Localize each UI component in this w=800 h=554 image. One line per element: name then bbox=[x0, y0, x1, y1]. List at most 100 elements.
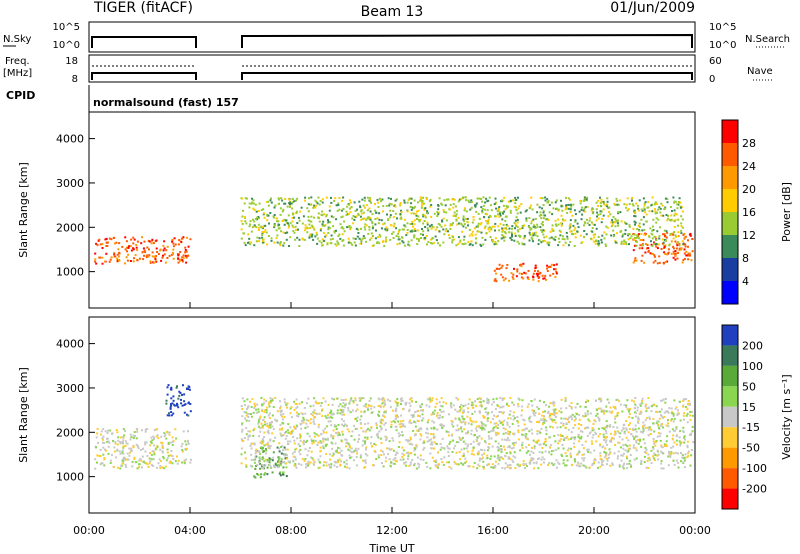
data-cell bbox=[401, 446, 404, 449]
data-cell bbox=[659, 432, 662, 435]
data-cell bbox=[536, 406, 539, 408]
data-cell bbox=[598, 418, 601, 420]
data-cell bbox=[104, 430, 107, 433]
data-cell bbox=[380, 427, 383, 430]
data-cell bbox=[509, 199, 512, 202]
data-cell bbox=[462, 405, 465, 408]
data-cell bbox=[683, 412, 686, 415]
data-cell bbox=[673, 429, 675, 432]
data-cell bbox=[558, 439, 561, 442]
data-cell bbox=[512, 418, 515, 421]
data-cell bbox=[302, 443, 305, 446]
data-cell bbox=[273, 206, 276, 209]
data-cell bbox=[478, 443, 480, 446]
data-cell bbox=[291, 198, 294, 201]
data-cell bbox=[474, 205, 477, 208]
data-cell bbox=[339, 223, 342, 226]
data-cell bbox=[463, 209, 466, 212]
data-cell bbox=[562, 459, 565, 462]
data-cell bbox=[177, 257, 180, 260]
data-cell bbox=[586, 434, 589, 437]
data-cell bbox=[574, 406, 577, 409]
data-cell bbox=[502, 427, 505, 430]
data-cell bbox=[421, 201, 424, 204]
data-cell bbox=[487, 400, 490, 403]
data-cell bbox=[162, 457, 165, 460]
data-cell bbox=[262, 208, 265, 211]
data-cell bbox=[153, 429, 156, 432]
data-cell bbox=[470, 233, 473, 235]
data-cell bbox=[335, 229, 337, 232]
data-cell bbox=[392, 210, 395, 212]
data-cell bbox=[285, 219, 288, 222]
data-cell bbox=[482, 456, 484, 459]
data-cell bbox=[417, 215, 420, 218]
data-cell bbox=[361, 444, 364, 447]
data-cell bbox=[308, 236, 311, 239]
data-cell bbox=[506, 464, 509, 467]
data-cell bbox=[524, 427, 527, 430]
data-cell bbox=[502, 405, 505, 408]
data-cell bbox=[590, 440, 593, 443]
data-cell bbox=[264, 472, 267, 474]
data-cell bbox=[363, 466, 366, 469]
data-cell bbox=[603, 439, 606, 441]
data-cell bbox=[663, 244, 666, 247]
data-cell bbox=[684, 257, 686, 260]
data-cell bbox=[641, 238, 644, 241]
data-cell bbox=[670, 407, 673, 410]
data-cell bbox=[411, 220, 414, 223]
data-cell bbox=[382, 205, 385, 208]
data-cell bbox=[341, 199, 344, 202]
data-cell bbox=[325, 416, 328, 419]
data-cell bbox=[576, 413, 578, 416]
data-cell bbox=[314, 235, 317, 238]
data-cell bbox=[428, 439, 431, 442]
data-cell bbox=[634, 424, 637, 427]
data-cell bbox=[431, 399, 433, 402]
data-cell bbox=[415, 467, 418, 470]
data-cell bbox=[598, 242, 601, 245]
data-cell bbox=[405, 461, 408, 464]
data-cell bbox=[555, 207, 558, 210]
data-cell bbox=[250, 415, 253, 418]
data-cell bbox=[177, 397, 180, 400]
data-cell bbox=[134, 435, 137, 437]
data-cell bbox=[181, 450, 184, 453]
data-cell bbox=[340, 460, 343, 463]
data-cell bbox=[620, 240, 623, 243]
data-cell bbox=[282, 208, 285, 211]
data-cell bbox=[119, 442, 122, 445]
data-cell bbox=[565, 422, 568, 425]
data-cell bbox=[690, 454, 693, 457]
data-cell bbox=[635, 457, 638, 460]
data-cell bbox=[163, 467, 166, 470]
data-cell bbox=[322, 397, 325, 400]
data-cell bbox=[319, 455, 322, 458]
data-cell bbox=[498, 267, 501, 270]
data-cell bbox=[286, 402, 289, 405]
data-cell bbox=[384, 228, 387, 231]
data-cell bbox=[517, 431, 520, 434]
data-cell bbox=[401, 240, 404, 243]
y-axis-title: Slant Range [km] bbox=[17, 162, 30, 258]
data-cell bbox=[665, 440, 668, 443]
data-cell bbox=[526, 427, 529, 430]
data-cell bbox=[691, 430, 694, 433]
data-cell bbox=[622, 452, 625, 455]
data-cell bbox=[338, 433, 341, 436]
data-cell bbox=[549, 274, 552, 277]
data-cell bbox=[357, 440, 360, 443]
data-cell bbox=[536, 441, 539, 444]
data-cell bbox=[502, 236, 505, 239]
data-cell bbox=[355, 449, 358, 452]
data-cell bbox=[410, 206, 413, 209]
data-cell bbox=[279, 463, 282, 466]
data-cell bbox=[99, 455, 102, 457]
data-cell bbox=[336, 240, 339, 243]
data-cell bbox=[103, 457, 106, 459]
data-cell bbox=[637, 416, 640, 419]
data-cell bbox=[488, 226, 491, 229]
data-cell bbox=[327, 438, 330, 441]
data-cell bbox=[682, 405, 685, 408]
